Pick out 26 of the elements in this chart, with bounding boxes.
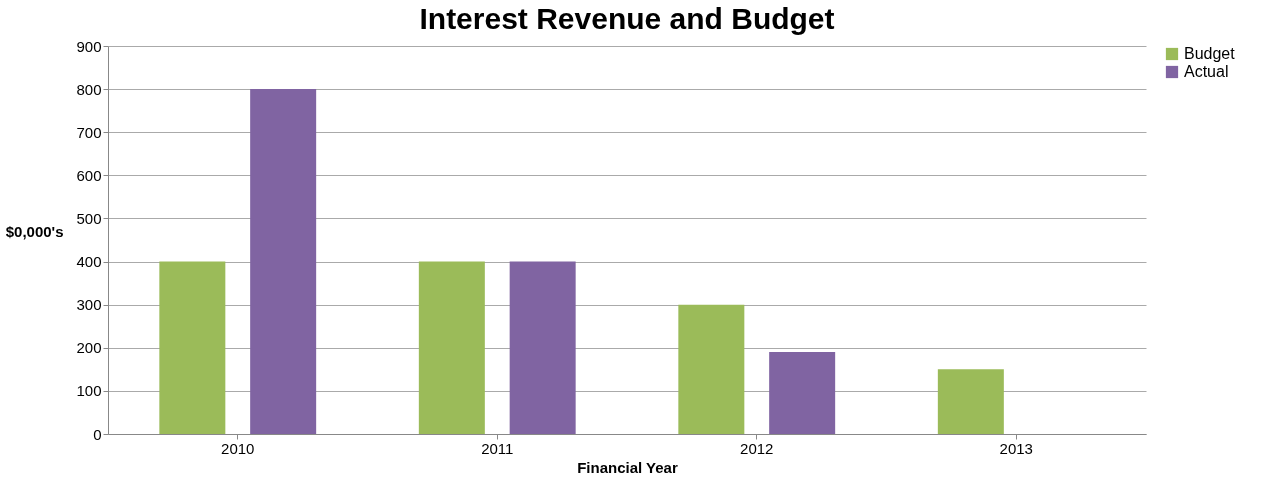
y-tick-label: 0 xyxy=(93,425,102,443)
legend-label: Actual xyxy=(1184,63,1229,80)
y-tick-label: 300 xyxy=(76,296,102,314)
legend-label: Budget xyxy=(1184,45,1236,62)
bar xyxy=(509,261,576,434)
bar xyxy=(937,369,1004,434)
y-tick-label: 500 xyxy=(76,209,102,227)
y-tick-label: 100 xyxy=(76,382,102,400)
chart-title: Interest Revenue and Budget xyxy=(419,2,835,35)
y-tick-label: 900 xyxy=(76,37,102,55)
y-tick-label: 800 xyxy=(76,80,102,98)
y-tick-label: 400 xyxy=(76,253,102,271)
bar xyxy=(159,261,226,434)
y-tick-label: 200 xyxy=(76,339,102,357)
bar xyxy=(250,89,317,434)
x-tick-label: 2010 xyxy=(221,439,255,457)
x-tick-label: 2013 xyxy=(999,439,1033,457)
bar xyxy=(678,304,745,434)
y-axis-title: $0,000's xyxy=(5,222,64,240)
x-tick-label: 2012 xyxy=(740,439,774,457)
x-axis-title: Financial Year xyxy=(577,458,678,476)
bar xyxy=(769,352,836,434)
y-tick-label: 600 xyxy=(76,166,102,184)
x-tick-label: 2011 xyxy=(481,439,514,457)
y-tick-label: 700 xyxy=(76,123,102,141)
bar xyxy=(418,261,485,434)
